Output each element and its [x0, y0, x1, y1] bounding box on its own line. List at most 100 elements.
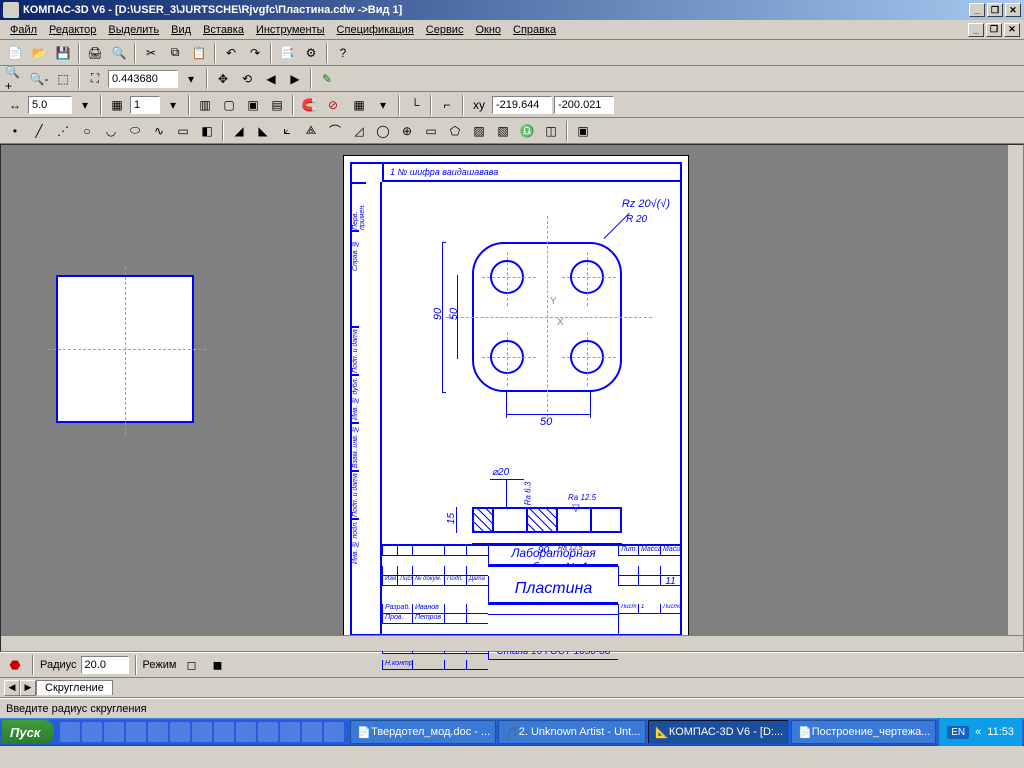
ql-icon-10[interactable]	[258, 722, 278, 742]
cut-icon[interactable]: ✂	[140, 42, 162, 64]
close-button[interactable]: ✕	[1005, 3, 1021, 17]
geom-point-icon[interactable]: •	[4, 120, 26, 142]
snap-on-icon[interactable]: 🧲	[298, 94, 320, 116]
zoom-dropdown-icon[interactable]: ▾	[180, 68, 202, 90]
menu-select[interactable]: Выделить	[102, 22, 165, 38]
ql-icon-9[interactable]	[236, 722, 256, 742]
pan-icon[interactable]: ✥	[212, 68, 234, 90]
redo-icon[interactable]: ↷	[244, 42, 266, 64]
props-icon[interactable]: 📑	[276, 42, 298, 64]
menu-spec[interactable]: Спецификация	[331, 22, 420, 38]
menu-window[interactable]: Окно	[469, 22, 507, 38]
ortho-icon[interactable]: └	[404, 94, 426, 116]
equid-icon[interactable]: ♎	[516, 120, 538, 142]
clock[interactable]: 11:53	[987, 726, 1014, 738]
menu-service[interactable]: Сервис	[420, 22, 470, 38]
task-kompas[interactable]: 📐 КОМПАС-3D V6 - [D:...	[648, 720, 789, 744]
menu-view[interactable]: Вид	[165, 22, 197, 38]
geom-spline-icon[interactable]: ∿	[148, 120, 170, 142]
tool8-icon[interactable]: ⊕	[396, 120, 418, 142]
stop-icon[interactable]: ⬣	[4, 654, 26, 676]
geom-arc-icon[interactable]: ◡	[100, 120, 122, 142]
tab-next-icon[interactable]: ▶	[20, 680, 36, 696]
save-icon[interactable]: 💾	[52, 42, 74, 64]
ql-icon-13[interactable]	[324, 722, 344, 742]
zoom-in-icon[interactable]: 🔍+	[4, 68, 26, 90]
ql-icon-5[interactable]	[148, 722, 168, 742]
hatch2-icon[interactable]: ▧	[492, 120, 514, 142]
chamfer-icon[interactable]: ◿	[348, 120, 370, 142]
step-dropdown-icon[interactable]: ▾	[74, 94, 96, 116]
zoom-fit-icon[interactable]: ⛶	[84, 68, 106, 90]
zoom-input[interactable]	[108, 70, 178, 88]
geom-line-icon[interactable]: ╱	[28, 120, 50, 142]
menu-file[interactable]: Файл	[4, 22, 43, 38]
new-icon[interactable]: 📄	[4, 42, 26, 64]
rotate-icon[interactable]: ⟲	[236, 68, 258, 90]
ql-icon-6[interactable]	[170, 722, 190, 742]
menu-insert[interactable]: Вставка	[197, 22, 250, 38]
ql-icon-1[interactable]	[60, 722, 80, 742]
ql-icon-11[interactable]	[280, 722, 300, 742]
tool7-icon[interactable]: ◯	[372, 120, 394, 142]
copy-icon[interactable]: ⧉	[164, 42, 186, 64]
mode2-icon[interactable]: ◼	[206, 654, 228, 676]
layer-input[interactable]	[130, 96, 160, 114]
zoom-out-icon[interactable]: 🔍-	[28, 68, 50, 90]
mdi-minimize-button[interactable]: _	[968, 23, 984, 37]
start-button[interactable]: Пуск	[2, 720, 54, 744]
fillet-icon[interactable]: ⌒	[324, 120, 346, 142]
local-cs-icon[interactable]: ⌐	[436, 94, 458, 116]
task-media[interactable]: 🎵 2. Unknown Artist - Unt...	[498, 720, 646, 744]
vertical-scrollbar[interactable]	[1007, 145, 1023, 635]
menu-edit[interactable]: Редактор	[43, 22, 102, 38]
minimize-button[interactable]: _	[969, 3, 985, 17]
geom-rect-icon[interactable]: ▭	[172, 120, 194, 142]
grid-dropdown-icon[interactable]: ▾	[372, 94, 394, 116]
task-word[interactable]: 📄 Твердотел_мод.doc - ...	[350, 720, 496, 744]
drawing-canvas[interactable]: 1 № шифра ваидашавава Rz 20√(√) Перв. пр…	[0, 144, 1024, 652]
zoom-next-icon[interactable]: ▶	[284, 68, 306, 90]
geom-circle-icon[interactable]: ○	[76, 120, 98, 142]
ql-icon-3[interactable]	[104, 722, 124, 742]
open-icon[interactable]: 📂	[28, 42, 50, 64]
collect-icon[interactable]: ◫	[540, 120, 562, 142]
tool1-icon[interactable]: ◢	[228, 120, 250, 142]
preview-icon[interactable]: 🔍	[108, 42, 130, 64]
horizontal-scrollbar[interactable]	[1, 635, 1023, 651]
tool2-icon[interactable]: ◣	[252, 120, 274, 142]
zoom-window-icon[interactable]: ⬚	[52, 68, 74, 90]
tab-fillet[interactable]: Скругление	[36, 680, 113, 695]
coord-y-input[interactable]	[554, 96, 614, 114]
layer-icon[interactable]: ▦	[106, 94, 128, 116]
help-icon[interactable]: ?	[332, 42, 354, 64]
grid-icon[interactable]: ▦	[348, 94, 370, 116]
ql-icon-7[interactable]	[192, 722, 212, 742]
ql-icon-8[interactable]	[214, 722, 234, 742]
poly-icon[interactable]: ⬠	[444, 120, 466, 142]
geom-aux-icon[interactable]: ⋰	[52, 120, 74, 142]
coord-x-input[interactable]	[492, 96, 552, 114]
ql-icon-2[interactable]	[82, 722, 102, 742]
maximize-button[interactable]: ❐	[987, 3, 1003, 17]
mdi-restore-button[interactable]: ❐	[986, 23, 1002, 37]
geom-ellipse-icon[interactable]: ⬭	[124, 120, 146, 142]
tool3-icon[interactable]: ⟀	[276, 120, 298, 142]
coord-icon[interactable]: xy	[468, 94, 490, 116]
views-icon[interactable]: ▥	[194, 94, 216, 116]
step-icon[interactable]: ↔	[4, 94, 26, 116]
snap-off-icon[interactable]: ⊘	[322, 94, 344, 116]
view3-icon[interactable]: ▤	[266, 94, 288, 116]
rect-tool-icon[interactable]: ▭	[420, 120, 442, 142]
mdi-close-button[interactable]: ✕	[1004, 23, 1020, 37]
mode1-icon[interactable]: ◻	[180, 654, 202, 676]
menu-tools[interactable]: Инструменты	[250, 22, 331, 38]
view2-icon[interactable]: ▣	[242, 94, 264, 116]
tab-prev-icon[interactable]: ◀	[4, 680, 20, 696]
step-input[interactable]	[28, 96, 72, 114]
radius-input[interactable]	[81, 656, 129, 674]
tool4-icon[interactable]: ⟁	[300, 120, 322, 142]
undo-icon[interactable]: ↶	[220, 42, 242, 64]
refresh-icon[interactable]: ✎	[316, 68, 338, 90]
ql-icon-12[interactable]	[302, 722, 322, 742]
